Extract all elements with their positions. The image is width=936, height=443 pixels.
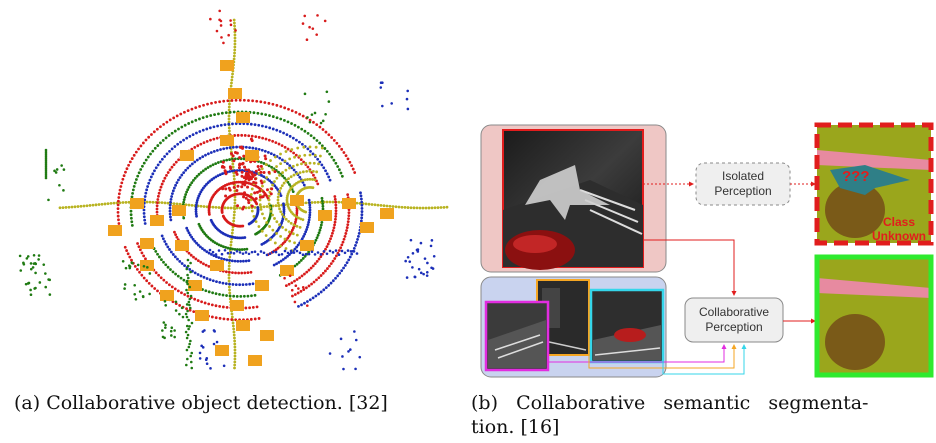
collaborative-result-image	[817, 257, 931, 375]
isolated-label-line1: Isolated	[696, 169, 790, 184]
collaborative-perception-label: Collaborative Perception	[685, 305, 783, 335]
class-unknown-line2: Unknown	[864, 229, 934, 243]
collaborator-image-magenta	[486, 302, 548, 370]
arrow-cyan	[663, 345, 744, 374]
caption-b-line2: tion. [16]	[471, 416, 559, 438]
collaborative-label-line1: Collaborative	[685, 305, 783, 320]
class-unknown-line1: Class	[864, 215, 934, 229]
isolated-label-line2: Perception	[696, 184, 790, 199]
isolated-perception-label: Isolated Perception	[696, 169, 790, 199]
collaborative-label-line2: Perception	[685, 320, 783, 335]
unknown-marks: ???	[842, 168, 870, 185]
caption-a: (a) Collaborative object detection. [32]	[14, 392, 388, 414]
caption-b-line1: (b) Collaborative semantic segmenta-	[471, 392, 868, 414]
lidar-point-cloud	[0, 0, 470, 380]
class-unknown-label: Class Unknown	[864, 215, 934, 243]
segmentation-diagram	[470, 110, 936, 390]
ego-camera-image	[503, 130, 643, 270]
collaborator-image-cyan	[591, 290, 663, 362]
